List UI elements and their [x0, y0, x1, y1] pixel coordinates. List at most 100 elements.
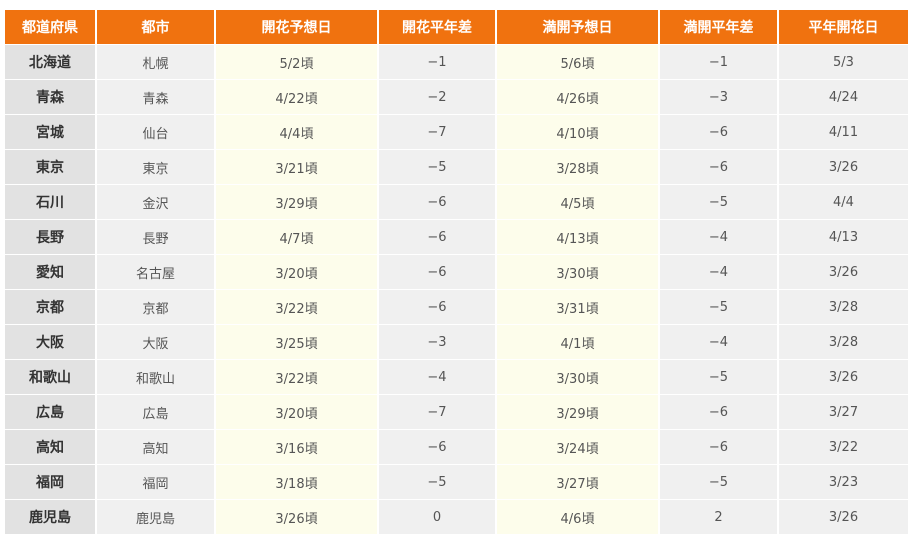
bloom-diff-cell: −6: [379, 430, 495, 465]
average-bloom-date-cell: 4/13: [779, 220, 908, 255]
full-bloom-diff-cell: −5: [660, 360, 777, 395]
prefecture-cell: 和歌山: [5, 360, 95, 395]
full-bloom-forecast-cell: 3/27頃: [497, 465, 658, 500]
full-bloom-diff-cell: −6: [660, 430, 777, 465]
bloom-diff-cell: −6: [379, 220, 495, 255]
full-bloom-diff-cell: 2: [660, 500, 777, 535]
bloom-forecast-cell: 3/16頃: [216, 430, 377, 465]
full-bloom-diff-cell: −5: [660, 465, 777, 500]
prefecture-cell: 愛知: [5, 255, 95, 290]
header-bloom-forecast: 開花予想日: [216, 10, 377, 45]
city-cell: 高知: [97, 430, 214, 465]
sakura-forecast-table-container: 都道府県 都市 開花予想日 開花平年差 満開予想日 満開平年差 平年開花日 北海…: [5, 10, 910, 535]
header-city: 都市: [97, 10, 214, 45]
bloom-diff-cell: −1: [379, 45, 495, 80]
average-bloom-date-cell: 5/3: [779, 45, 908, 80]
full-bloom-forecast-cell: 3/31頃: [497, 290, 658, 325]
average-bloom-date-cell: 4/11: [779, 115, 908, 150]
prefecture-cell: 東京: [5, 150, 95, 185]
average-bloom-date-cell: 3/27: [779, 395, 908, 430]
city-cell: 福岡: [97, 465, 214, 500]
full-bloom-forecast-cell: 4/13頃: [497, 220, 658, 255]
bloom-forecast-cell: 3/29頃: [216, 185, 377, 220]
full-bloom-diff-cell: −6: [660, 115, 777, 150]
table-row: 大阪 大阪 3/25頃 −3 4/1頃 −4 3/28: [5, 325, 908, 360]
full-bloom-forecast-cell: 4/1頃: [497, 325, 658, 360]
table-row: 福岡 福岡 3/18頃 −5 3/27頃 −5 3/23: [5, 465, 908, 500]
header-full-bloom-forecast: 満開予想日: [497, 10, 658, 45]
prefecture-cell: 石川: [5, 185, 95, 220]
bloom-diff-cell: 0: [379, 500, 495, 535]
city-cell: 金沢: [97, 185, 214, 220]
city-cell: 仙台: [97, 115, 214, 150]
full-bloom-diff-cell: −4: [660, 220, 777, 255]
city-cell: 鹿児島: [97, 500, 214, 535]
bloom-forecast-cell: 3/20頃: [216, 255, 377, 290]
header-prefecture: 都道府県: [5, 10, 95, 45]
table-row: 長野 長野 4/7頃 −6 4/13頃 −4 4/13: [5, 220, 908, 255]
average-bloom-date-cell: 3/23: [779, 465, 908, 500]
full-bloom-forecast-cell: 4/10頃: [497, 115, 658, 150]
full-bloom-diff-cell: −6: [660, 395, 777, 430]
average-bloom-date-cell: 3/26: [779, 150, 908, 185]
full-bloom-forecast-cell: 4/26頃: [497, 80, 658, 115]
average-bloom-date-cell: 3/28: [779, 290, 908, 325]
city-cell: 大阪: [97, 325, 214, 360]
bloom-forecast-cell: 3/25頃: [216, 325, 377, 360]
bloom-forecast-cell: 3/26頃: [216, 500, 377, 535]
prefecture-cell: 北海道: [5, 45, 95, 80]
bloom-forecast-cell: 3/22頃: [216, 290, 377, 325]
prefecture-cell: 鹿児島: [5, 500, 95, 535]
table-row: 和歌山 和歌山 3/22頃 −4 3/30頃 −5 3/26: [5, 360, 908, 395]
average-bloom-date-cell: 3/26: [779, 500, 908, 535]
full-bloom-diff-cell: −5: [660, 290, 777, 325]
full-bloom-diff-cell: −1: [660, 45, 777, 80]
table-row: 愛知 名古屋 3/20頃 −6 3/30頃 −4 3/26: [5, 255, 908, 290]
full-bloom-forecast-cell: 3/28頃: [497, 150, 658, 185]
full-bloom-forecast-cell: 3/24頃: [497, 430, 658, 465]
prefecture-cell: 大阪: [5, 325, 95, 360]
average-bloom-date-cell: 3/28: [779, 325, 908, 360]
city-cell: 京都: [97, 290, 214, 325]
full-bloom-diff-cell: −5: [660, 185, 777, 220]
table-row: 北海道 札幌 5/2頃 −1 5/6頃 −1 5/3: [5, 45, 908, 80]
header-bloom-diff: 開花平年差: [379, 10, 495, 45]
bloom-forecast-cell: 4/7頃: [216, 220, 377, 255]
table-row: 高知 高知 3/16頃 −6 3/24頃 −6 3/22: [5, 430, 908, 465]
bloom-diff-cell: −2: [379, 80, 495, 115]
prefecture-cell: 京都: [5, 290, 95, 325]
full-bloom-diff-cell: −3: [660, 80, 777, 115]
full-bloom-forecast-cell: 5/6頃: [497, 45, 658, 80]
bloom-diff-cell: −7: [379, 115, 495, 150]
bloom-forecast-cell: 3/21頃: [216, 150, 377, 185]
average-bloom-date-cell: 4/4: [779, 185, 908, 220]
table-row: 鹿児島 鹿児島 3/26頃 0 4/6頃 2 3/26: [5, 500, 908, 535]
bloom-forecast-cell: 3/20頃: [216, 395, 377, 430]
city-cell: 東京: [97, 150, 214, 185]
full-bloom-forecast-cell: 3/30頃: [497, 255, 658, 290]
average-bloom-date-cell: 3/26: [779, 360, 908, 395]
table-row: 宮城 仙台 4/4頃 −7 4/10頃 −6 4/11: [5, 115, 908, 150]
bloom-diff-cell: −4: [379, 360, 495, 395]
table-row: 東京 東京 3/21頃 −5 3/28頃 −6 3/26: [5, 150, 908, 185]
header-full-bloom-diff: 満開平年差: [660, 10, 777, 45]
sakura-forecast-table: 都道府県 都市 開花予想日 開花平年差 満開予想日 満開平年差 平年開花日 北海…: [3, 10, 910, 535]
city-cell: 名古屋: [97, 255, 214, 290]
table-row: 広島 広島 3/20頃 −7 3/29頃 −6 3/27: [5, 395, 908, 430]
table-row: 石川 金沢 3/29頃 −6 4/5頃 −5 4/4: [5, 185, 908, 220]
average-bloom-date-cell: 3/26: [779, 255, 908, 290]
full-bloom-forecast-cell: 4/5頃: [497, 185, 658, 220]
prefecture-cell: 宮城: [5, 115, 95, 150]
city-cell: 長野: [97, 220, 214, 255]
bloom-diff-cell: −5: [379, 150, 495, 185]
full-bloom-forecast-cell: 4/6頃: [497, 500, 658, 535]
average-bloom-date-cell: 4/24: [779, 80, 908, 115]
full-bloom-diff-cell: −6: [660, 150, 777, 185]
table-row: 青森 青森 4/22頃 −2 4/26頃 −3 4/24: [5, 80, 908, 115]
prefecture-cell: 高知: [5, 430, 95, 465]
prefecture-cell: 長野: [5, 220, 95, 255]
bloom-forecast-cell: 3/18頃: [216, 465, 377, 500]
bloom-diff-cell: −6: [379, 255, 495, 290]
bloom-forecast-cell: 5/2頃: [216, 45, 377, 80]
bloom-diff-cell: −5: [379, 465, 495, 500]
